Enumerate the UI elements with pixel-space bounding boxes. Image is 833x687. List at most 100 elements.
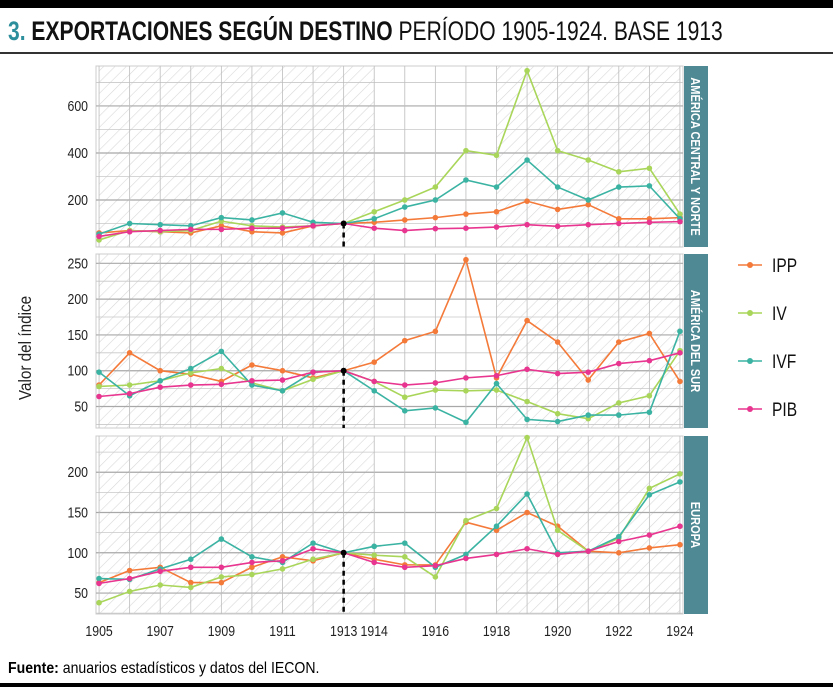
data-point-PIB: [677, 523, 683, 530]
facet-label: EUROPA: [688, 502, 703, 549]
panel-2: 50 100 150 200 EUROPA: [67, 434, 708, 615]
data-point-IPP: [401, 217, 408, 223]
data-point-IVF: [493, 184, 500, 190]
title-main: EXPORTACIONES SEGÚN DESTINO: [31, 16, 393, 46]
data-point-IPP: [524, 317, 530, 324]
data-point-IPP: [249, 564, 255, 571]
data-point-PIB: [493, 372, 500, 379]
data-point-IPP: [615, 339, 622, 345]
data-point-PIB: [401, 382, 408, 388]
data-point-IPP: [677, 541, 683, 548]
data-point-IV: [401, 197, 408, 203]
y-tick-label: 600: [67, 98, 88, 114]
data-point-PIB: [524, 545, 530, 552]
y-tick-label: 50: [74, 398, 88, 414]
data-point-PIB: [524, 221, 530, 228]
data-point-PIB: [432, 562, 439, 569]
series-line-IVF: [98, 158, 681, 235]
data-point-IV: [432, 574, 439, 580]
y-tick-label: 200: [67, 291, 88, 307]
data-point-PIB: [96, 233, 102, 240]
data-point-PIB: [432, 225, 439, 232]
data-point-IV: [310, 376, 316, 383]
title-divider: [0, 52, 833, 54]
data-point-IPP: [463, 211, 469, 217]
data-point-PIB: [585, 548, 592, 554]
data-point-IVF: [310, 540, 316, 546]
facet-label: AMÉRICA DEL SUR: [688, 290, 704, 393]
data-point-PIB: [463, 225, 469, 231]
data-point-IVF: [371, 387, 378, 394]
data-point-IVF: [371, 543, 378, 550]
data-point-PIB: [249, 225, 255, 231]
data-point-IV: [401, 554, 408, 560]
data-point-IV: [524, 67, 530, 74]
data-point-PIB: [585, 369, 592, 375]
x-tick-label: 1913: [330, 623, 358, 639]
data-point-PIB: [126, 390, 133, 397]
x-tick-label: 1907: [147, 623, 174, 639]
data-point-IV: [371, 552, 378, 559]
data-point-IV: [615, 168, 622, 175]
data-point-IPP: [401, 337, 408, 344]
chart-title: 3. EXPORTACIONES SEGÚN DESTINO PERÍODO 1…: [8, 16, 723, 47]
data-point-IVF: [524, 157, 530, 163]
y-tick-label: 400: [67, 145, 88, 161]
data-point-IV: [677, 211, 683, 217]
data-point-IPP: [463, 256, 469, 263]
y-tick-label: 150: [67, 327, 88, 343]
data-point-PIB: [187, 382, 194, 388]
data-point-PIB: [524, 366, 530, 373]
data-point-PIB: [677, 350, 683, 356]
data-point-IV: [249, 571, 255, 578]
data-point-IVF: [615, 533, 622, 540]
data-point-IVF: [524, 491, 530, 497]
series-line-IPP: [98, 200, 680, 234]
data-point-IPP: [432, 328, 439, 335]
legend-label: PIB: [772, 399, 797, 421]
legend-item-PIB: PIB: [738, 399, 797, 421]
series-line-IPP: [98, 257, 681, 386]
data-point-IVF: [463, 419, 469, 426]
data-point-IVF: [677, 479, 683, 485]
data-point-IPP: [187, 579, 194, 586]
data-point-PIB: [371, 225, 378, 231]
data-point-IVF: [646, 409, 653, 416]
legend-label: IVF: [772, 351, 796, 373]
y-tick-label: 200: [67, 192, 88, 208]
data-point-PIB: [401, 564, 408, 571]
data-point-PIB: [218, 226, 225, 233]
data-point-IV: [677, 471, 683, 477]
data-point-IV: [157, 582, 164, 588]
data-point-PIB: [677, 218, 683, 225]
data-point-IVF: [218, 214, 225, 221]
data-point-IV: [310, 556, 316, 563]
data-point-PIB: [554, 551, 561, 558]
data-point-IVF: [401, 540, 408, 546]
data-point-IV: [187, 370, 194, 376]
top-bar: [0, 0, 833, 8]
x-tick-label: 1909: [208, 623, 235, 639]
data-point-IVF: [615, 184, 622, 190]
data-point-PIB: [310, 223, 316, 229]
data-point-IVF: [401, 204, 408, 210]
data-point-PIB: [554, 370, 561, 377]
shaded-period: [99, 66, 375, 247]
data-point-IVF: [96, 369, 102, 375]
data-point-IVF: [554, 184, 561, 190]
data-point-IPP: [279, 554, 286, 560]
data-point-IVF: [96, 575, 102, 582]
data-point-PIB: [310, 545, 316, 552]
legend-item-IV: IV: [738, 303, 787, 325]
shaded-period: [99, 254, 375, 428]
data-point-IPP: [585, 201, 592, 208]
data-point-IV: [646, 485, 653, 492]
data-point-IV: [371, 208, 378, 215]
source-label: Fuente:: [8, 660, 59, 677]
data-point-PIB: [646, 357, 653, 364]
data-point-PIB: [615, 360, 622, 367]
data-point-IV: [524, 434, 530, 441]
data-point-IVF: [249, 217, 255, 223]
legend-label: IV: [772, 303, 787, 325]
